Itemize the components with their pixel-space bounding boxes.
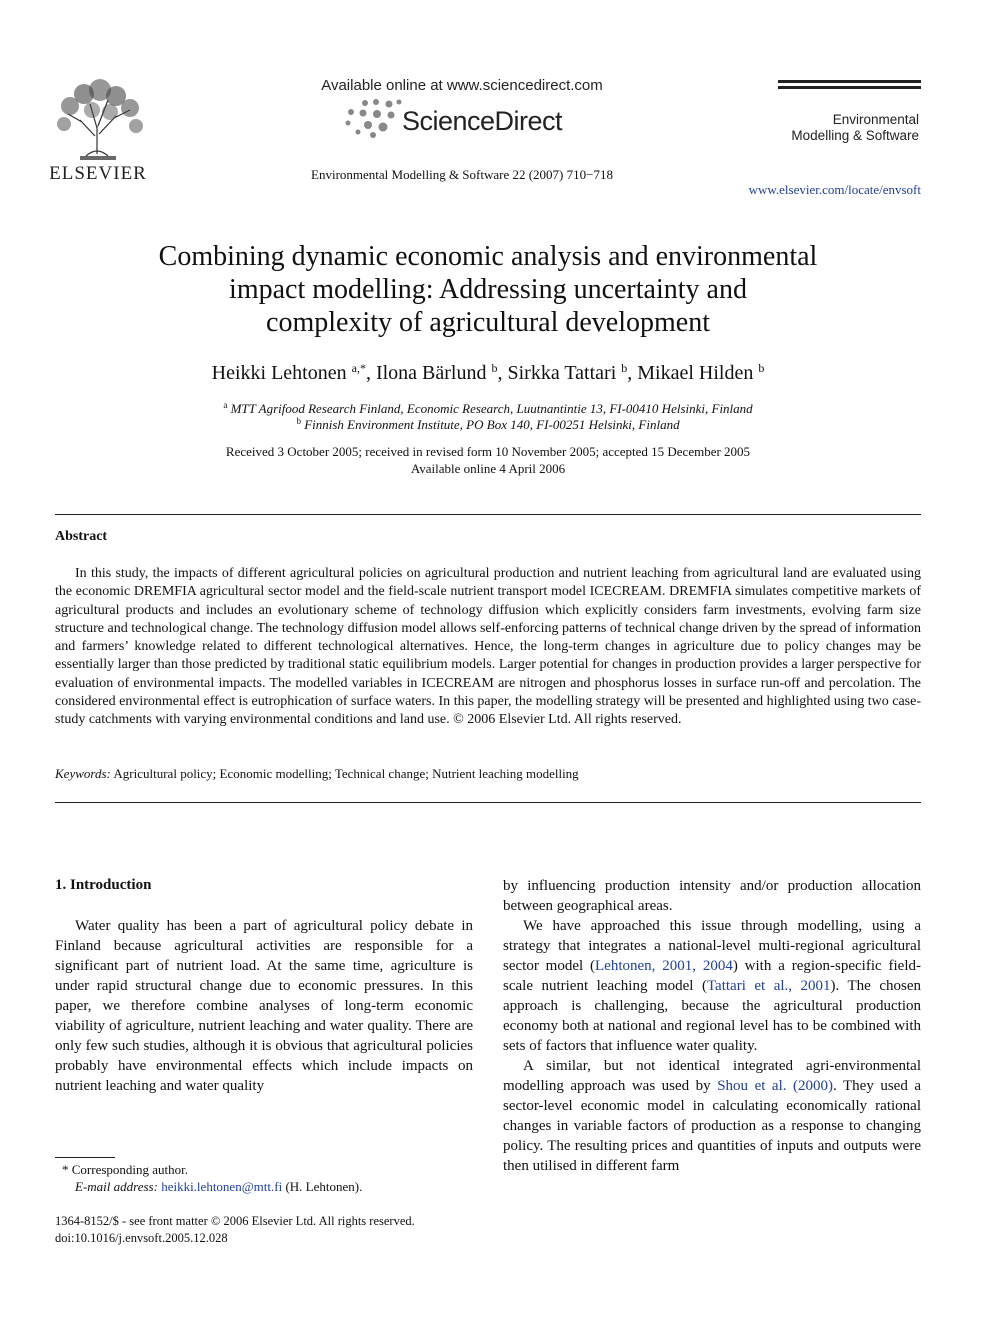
citation-link[interactable]: Shou et al. (2000)	[717, 1078, 834, 1094]
paragraph: Water quality has been a part of agricul…	[55, 916, 473, 1096]
paragraph: We have approached this issue through mo…	[503, 916, 921, 1056]
author-name: Sirkka Tattari	[507, 362, 617, 384]
footer-line: doi:10.1016/j.envsoft.2005.12.028	[55, 1231, 228, 1245]
affiliation: a MTT Agrifood Research Finland, Economi…	[0, 401, 976, 417]
citation-link[interactable]: Lehtonen, 2001, 2004	[595, 958, 733, 974]
keywords: Keywords: Agricultural policy; Economic …	[55, 766, 579, 782]
text: Water quality has been a part of agricul…	[55, 918, 473, 1094]
right-column: by influencing production intensity and/…	[503, 876, 921, 1176]
footnote: E-mail address: heikki.lehtonen@mtt.fi (…	[75, 1179, 362, 1195]
publisher-logo: ELSEVIER	[50, 79, 147, 184]
citation-link[interactable]: Tattari et al., 2001	[706, 978, 831, 994]
abstract-heading: Abstract	[55, 529, 108, 544]
citation: Environmental Modelling & Software 22 (2…	[311, 167, 613, 182]
article-title: Combining dynamic economic analysis and …	[88, 240, 888, 339]
journal-name-line: Modelling & Software	[791, 128, 919, 143]
available-online: Available online at www.sciencedirect.co…	[321, 77, 603, 94]
footer-line: 1364-8152/$ - see front matter © 2006 El…	[55, 1214, 415, 1228]
footnote-mark: *	[62, 1162, 69, 1177]
footnote-text: Corresponding author.	[71, 1162, 189, 1177]
keywords-label: Keywords:	[55, 766, 111, 781]
dates: Available online 4 April 2006	[410, 461, 566, 476]
copyright: © 2006 Elsevier Ltd. All rights reserved…	[453, 712, 682, 728]
text: We have approached this issue through mo…	[503, 918, 921, 974]
author-affiliation: b	[491, 361, 498, 375]
rule	[55, 802, 921, 803]
platform-logo	[345, 99, 402, 138]
text: ). The chosen approach is challenging, b…	[503, 978, 921, 1054]
journal-url[interactable]: www.elsevier.com/locate/envsoft	[748, 182, 921, 197]
text: by influencing production intensity and/…	[503, 878, 921, 914]
journal-rule	[778, 80, 921, 83]
author-separator: ,	[365, 362, 376, 384]
platform-name: ScienceDirect	[402, 106, 563, 136]
section-heading: 1. Introduction	[55, 877, 152, 893]
author-affiliation: a,*	[351, 361, 366, 375]
email-label: E-mail address:	[75, 1179, 158, 1194]
journal-name: Environmental Modelling & Software	[791, 112, 919, 144]
affiliation-mark: b	[296, 416, 301, 426]
journal-rule	[778, 86, 921, 89]
keywords-text: Agricultural policy; Economic modelling;…	[113, 766, 579, 781]
paragraph: A similar, but not identical integrated …	[503, 1056, 921, 1176]
rule	[55, 514, 921, 515]
author-separator: ,	[497, 362, 508, 384]
authors: Heikki Lehtonen a,*, Ilona Bärlund b, Si…	[0, 362, 976, 385]
dates: Received 3 October 2005; received in rev…	[225, 444, 751, 459]
left-column: Water quality has been a part of agricul…	[55, 916, 473, 1096]
text: ) with a region-specific field-scale nut…	[503, 958, 921, 994]
journal-name-line: Environmental	[832, 112, 919, 127]
title-line: impact modelling: Addressing uncertainty…	[229, 274, 747, 305]
author-affiliation: b	[621, 361, 628, 375]
affiliation-mark: a	[223, 400, 228, 410]
author-name: Ilona Bärlund	[375, 362, 487, 384]
affiliation-text: MTT Agrifood Research Finland, Economic …	[230, 401, 753, 416]
publisher-name: ELSEVIER	[50, 163, 147, 184]
paragraph: by influencing production intensity and/…	[503, 876, 921, 916]
email[interactable]: heikki.lehtonen@mtt.fi	[161, 1179, 283, 1194]
affiliation-text: Finnish Environment Institute, PO Box 14…	[304, 417, 680, 432]
footnote-rule	[55, 1157, 115, 1158]
author-separator: ,	[627, 362, 638, 384]
title-line: Combining dynamic economic analysis and …	[158, 241, 818, 272]
author-name: Heikki Lehtonen	[211, 362, 347, 384]
text: . They used a sector-level economic mode…	[503, 1078, 922, 1174]
author-name: Mikael Hilden	[637, 362, 754, 384]
abstract-text: In this study, the impacts of different …	[55, 566, 921, 728]
text: A similar, but not identical integrated …	[503, 1058, 921, 1094]
title-line: complexity of agricultural development	[266, 307, 710, 338]
abstract: In this study, the impacts of different …	[55, 565, 921, 730]
footnote: * Corresponding author.	[62, 1162, 188, 1178]
author-affiliation: b	[758, 361, 765, 375]
affiliation: b Finnish Environment Institute, PO Box …	[0, 417, 976, 433]
email-owner: (H. Lehtonen).	[285, 1179, 363, 1194]
